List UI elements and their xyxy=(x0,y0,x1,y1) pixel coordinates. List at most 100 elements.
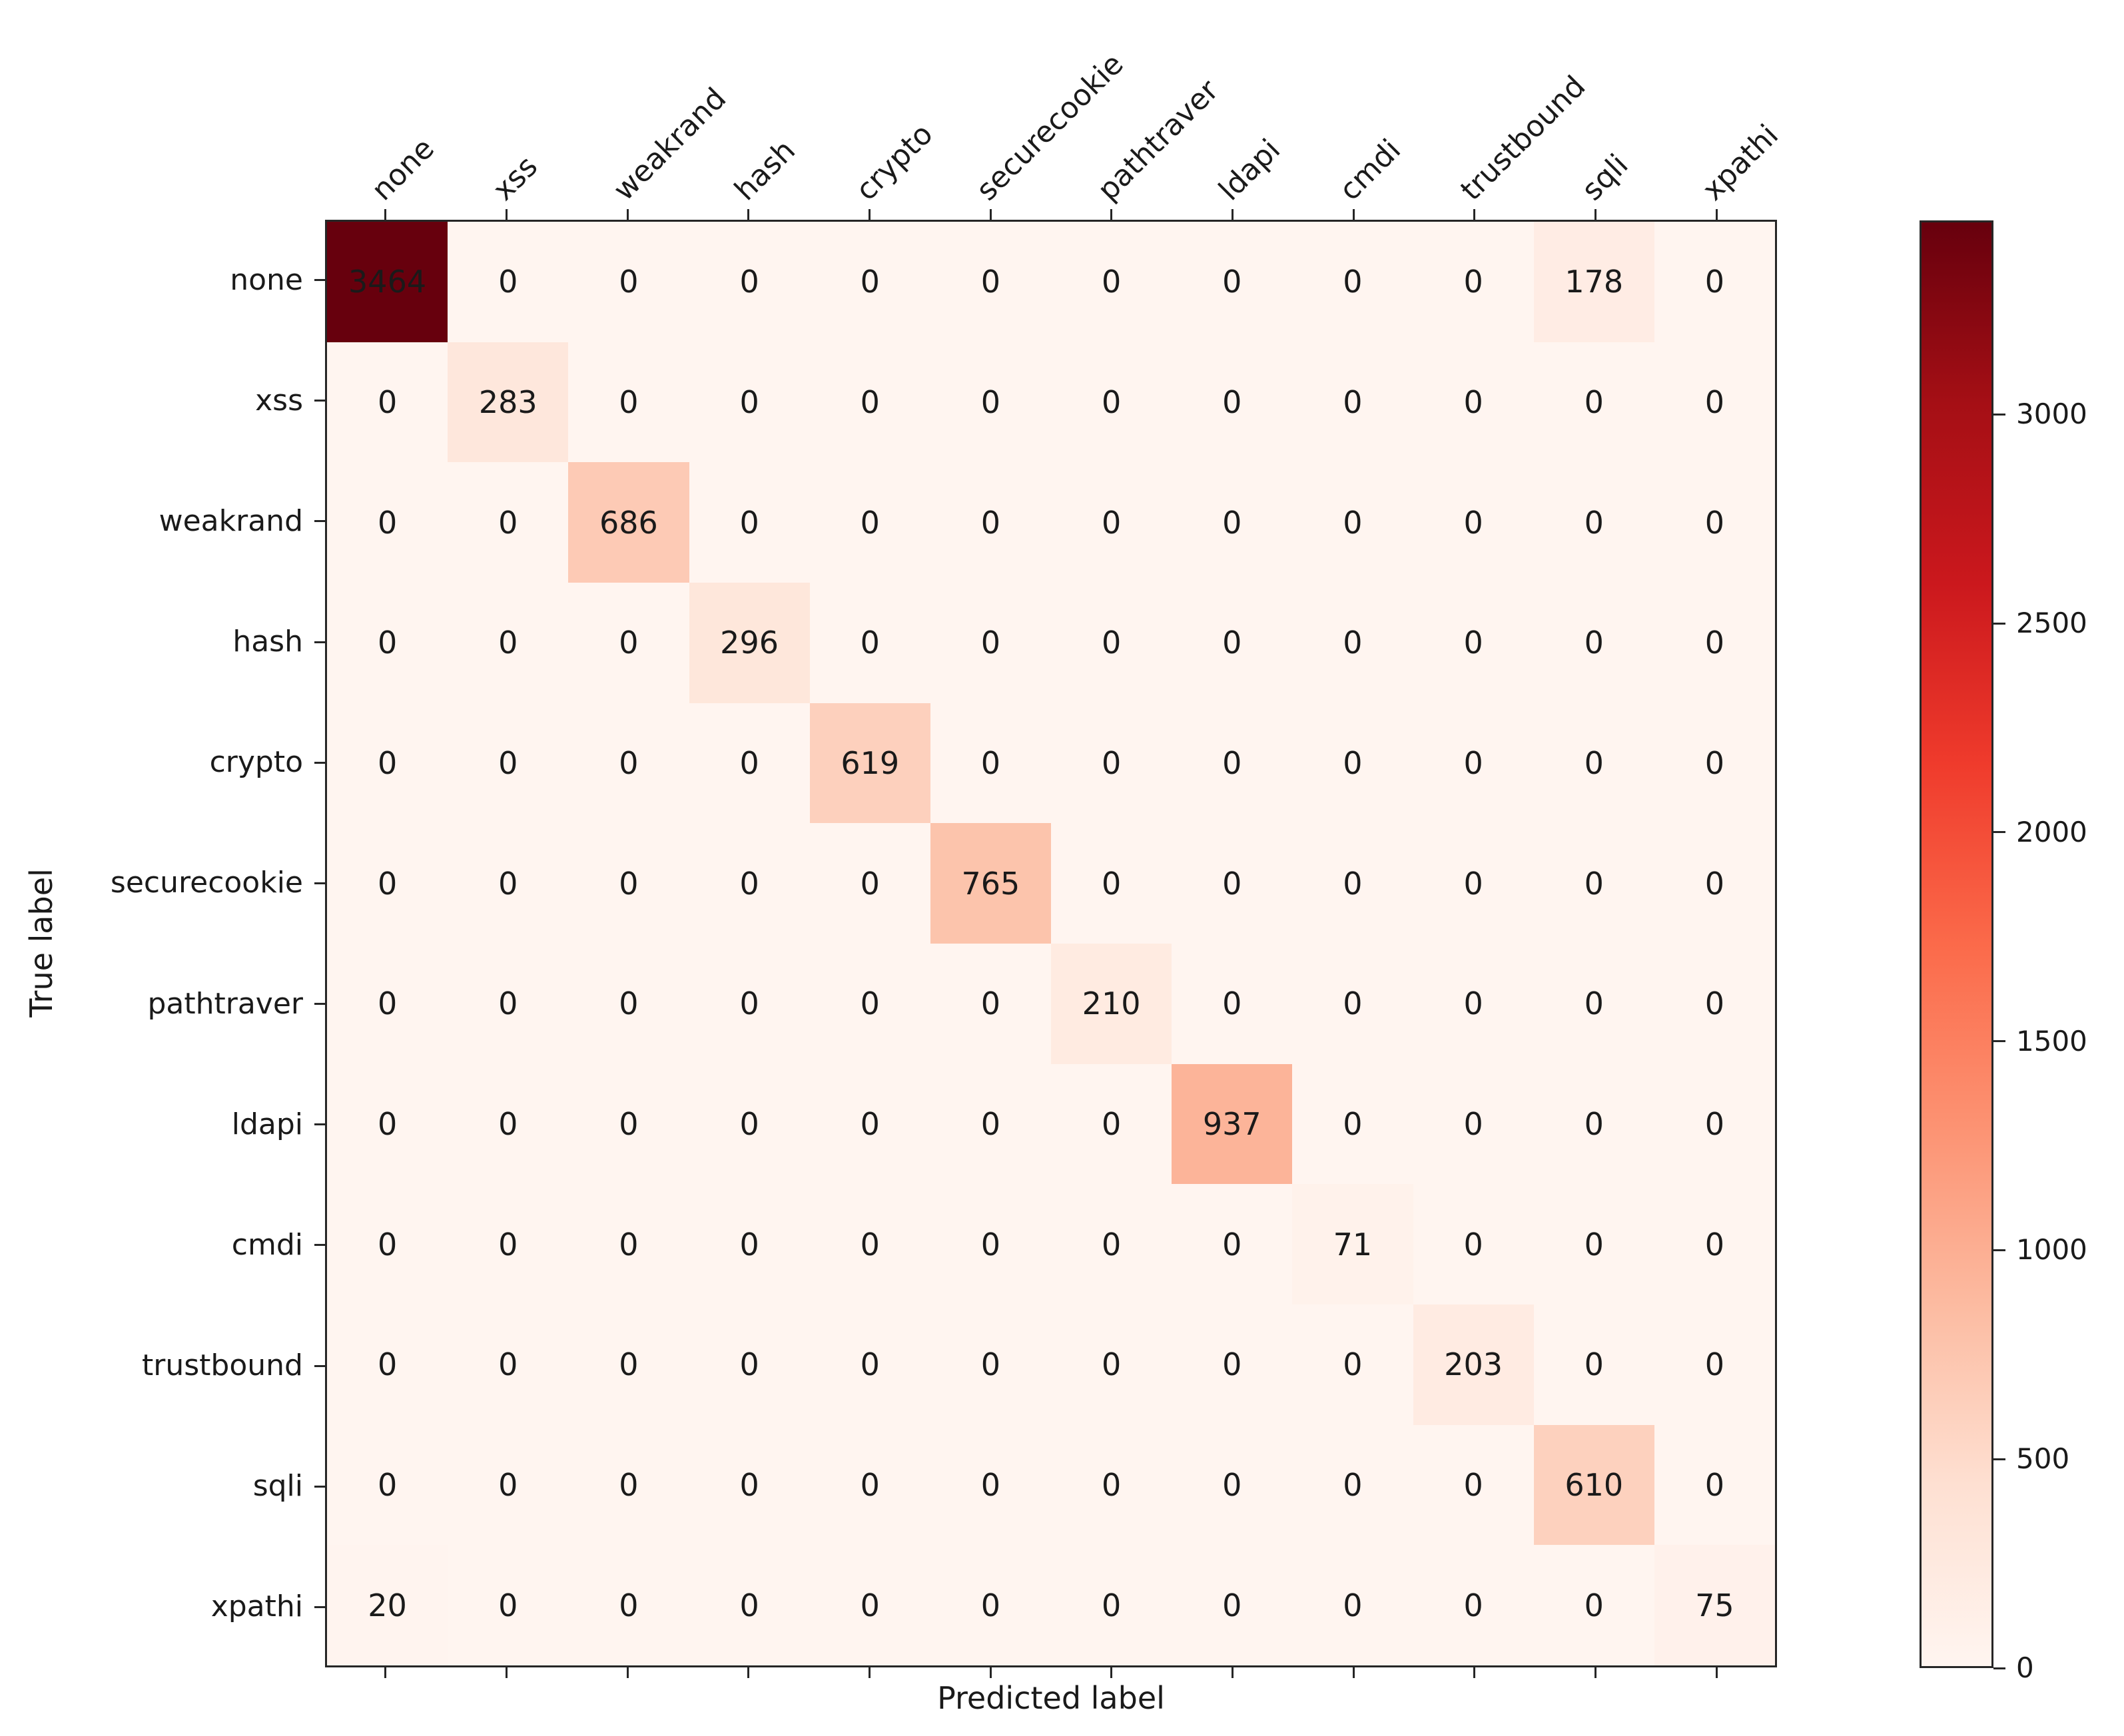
matrix-cell: 0 xyxy=(1413,1063,1534,1185)
y-axis-title: True label xyxy=(23,868,59,1017)
matrix-cell: 0 xyxy=(448,1063,569,1185)
x-tick-top xyxy=(747,209,750,220)
matrix-cell: 0 xyxy=(930,1184,1051,1304)
matrix-cell: 0 xyxy=(809,944,930,1064)
x-tick-label: pathtraver xyxy=(1091,73,1226,208)
x-tick-label: sqli xyxy=(1575,147,1635,208)
y-tick-label: xss xyxy=(255,383,303,418)
x-tick-label: hash xyxy=(728,133,802,208)
y-tick-label: sqli xyxy=(252,1469,303,1504)
y-tick-label: cmdi xyxy=(231,1227,303,1262)
matrix-cell: 0 xyxy=(1654,222,1775,342)
matrix-cell: 0 xyxy=(1533,1184,1654,1304)
matrix-cell: 0 xyxy=(1292,462,1413,583)
x-tick-label: none xyxy=(365,131,441,208)
matrix-cell: 0 xyxy=(1533,583,1654,703)
x-tick-top xyxy=(1715,209,1718,220)
matrix-cell: 0 xyxy=(568,583,689,703)
x-tick-top xyxy=(506,209,508,220)
matrix-cell: 0 xyxy=(568,1304,689,1425)
matrix-cell: 0 xyxy=(448,703,569,824)
y-tick-label: pathtraver xyxy=(147,986,303,1021)
y-tick-label: none xyxy=(230,262,303,297)
y-tick-left xyxy=(314,520,325,523)
matrix-cell: 0 xyxy=(448,583,569,703)
matrix-cell: 619 xyxy=(809,703,930,824)
colorbar-tick-label: 500 xyxy=(2016,1442,2070,1476)
matrix-cell: 0 xyxy=(1172,703,1293,824)
matrix-cell: 0 xyxy=(1292,703,1413,824)
matrix-cell: 0 xyxy=(1654,703,1775,824)
matrix-cell: 0 xyxy=(809,462,930,583)
matrix-cell: 0 xyxy=(568,1424,689,1546)
matrix-cell: 0 xyxy=(1292,823,1413,944)
x-tick-bottom xyxy=(1594,1667,1596,1678)
y-tick-left xyxy=(314,761,325,764)
x-tick-bottom xyxy=(1352,1667,1355,1678)
matrix-cell: 0 xyxy=(1413,944,1534,1064)
matrix-cell: 610 xyxy=(1533,1424,1654,1546)
matrix-cell: 0 xyxy=(568,944,689,1064)
matrix-cell: 0 xyxy=(689,703,810,824)
matrix-cell: 0 xyxy=(1654,1304,1775,1425)
colorbar-tick xyxy=(1993,1458,2005,1460)
matrix-cell: 0 xyxy=(1051,222,1172,342)
x-tick-label: cmdi xyxy=(1333,133,1408,208)
matrix-cell: 0 xyxy=(1292,342,1413,463)
matrix-cell: 0 xyxy=(568,342,689,463)
matrix-cell: 0 xyxy=(448,222,569,342)
matrix-cell: 0 xyxy=(1051,583,1172,703)
matrix-cell: 0 xyxy=(689,944,810,1064)
y-tick-label: securecookie xyxy=(110,866,303,900)
matrix-cell: 0 xyxy=(689,1545,810,1665)
y-tick-left xyxy=(314,882,325,884)
y-tick-label: weakrand xyxy=(159,503,303,538)
matrix-cell: 0 xyxy=(1292,583,1413,703)
matrix-cell: 71 xyxy=(1292,1184,1413,1304)
matrix-cell: 0 xyxy=(809,823,930,944)
x-tick-bottom xyxy=(747,1667,750,1678)
matrix-cell: 0 xyxy=(448,1545,569,1665)
matrix-cell: 0 xyxy=(930,1424,1051,1546)
matrix-cell: 0 xyxy=(689,342,810,463)
matrix-cell: 0 xyxy=(448,823,569,944)
y-tick-left xyxy=(314,400,325,402)
matrix-cell: 0 xyxy=(1654,944,1775,1064)
matrix-cell: 0 xyxy=(1051,1424,1172,1546)
matrix-cell: 765 xyxy=(930,823,1051,944)
matrix-cell: 0 xyxy=(448,944,569,1064)
colorbar-tick xyxy=(1993,1667,2005,1669)
matrix-cell: 0 xyxy=(689,462,810,583)
x-tick-label: trustbound xyxy=(1454,69,1593,208)
matrix-cell: 296 xyxy=(689,583,810,703)
matrix-cell: 0 xyxy=(1172,1304,1293,1425)
matrix-cell: 0 xyxy=(1413,583,1534,703)
colorbar-tick-label: 1500 xyxy=(2016,1024,2087,1057)
x-tick-top xyxy=(1473,209,1476,220)
matrix-cell: 0 xyxy=(1172,823,1293,944)
matrix-cell: 0 xyxy=(568,1545,689,1665)
matrix-cell: 0 xyxy=(1292,222,1413,342)
matrix-cell: 0 xyxy=(1413,222,1534,342)
matrix-cell: 0 xyxy=(1654,583,1775,703)
matrix-cell: 0 xyxy=(1051,342,1172,463)
x-tick-top xyxy=(626,209,629,220)
y-tick-left xyxy=(314,1364,325,1367)
matrix-cell: 0 xyxy=(809,342,930,463)
x-tick-label: weakrand xyxy=(607,81,733,208)
matrix-cell: 0 xyxy=(1654,1184,1775,1304)
matrix-cell: 178 xyxy=(1533,222,1654,342)
y-tick-label: hash xyxy=(232,625,303,659)
matrix-cell: 0 xyxy=(1172,1545,1293,1665)
matrix-cell: 0 xyxy=(1292,944,1413,1064)
y-tick-left xyxy=(314,1485,325,1488)
matrix-cell: 0 xyxy=(930,342,1051,463)
matrix-cell: 0 xyxy=(689,1304,810,1425)
matrix-cell: 0 xyxy=(930,944,1051,1064)
matrix-cell: 0 xyxy=(327,1063,448,1185)
matrix-cell: 686 xyxy=(568,462,689,583)
matrix-cell: 0 xyxy=(930,583,1051,703)
matrix-cell: 0 xyxy=(1654,462,1775,583)
matrix-cell: 210 xyxy=(1051,944,1172,1064)
matrix-cell: 0 xyxy=(327,342,448,463)
